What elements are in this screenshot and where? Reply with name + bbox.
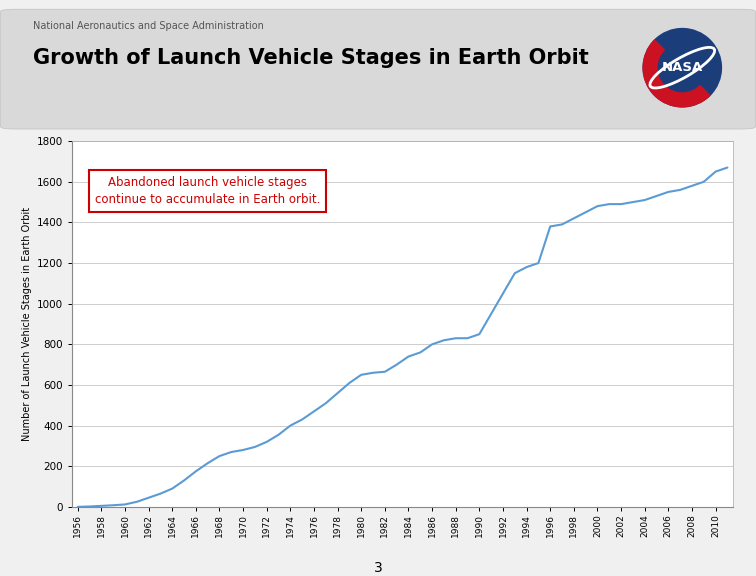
Text: NASA: NASA xyxy=(662,61,703,74)
Text: National Aeronautics and Space Administration: National Aeronautics and Space Administr… xyxy=(33,21,264,31)
FancyBboxPatch shape xyxy=(1,9,755,129)
Y-axis label: Number of Launch Vehicle Stages in Earth Orbit: Number of Launch Vehicle Stages in Earth… xyxy=(23,207,33,441)
Circle shape xyxy=(643,29,721,107)
Wedge shape xyxy=(643,40,710,107)
Text: Growth of Launch Vehicle Stages in Earth Orbit: Growth of Launch Vehicle Stages in Earth… xyxy=(33,48,589,69)
Text: 3: 3 xyxy=(373,560,383,575)
Circle shape xyxy=(658,44,706,92)
Text: Abandoned launch vehicle stages
continue to accumulate in Earth orbit.: Abandoned launch vehicle stages continue… xyxy=(94,176,320,206)
